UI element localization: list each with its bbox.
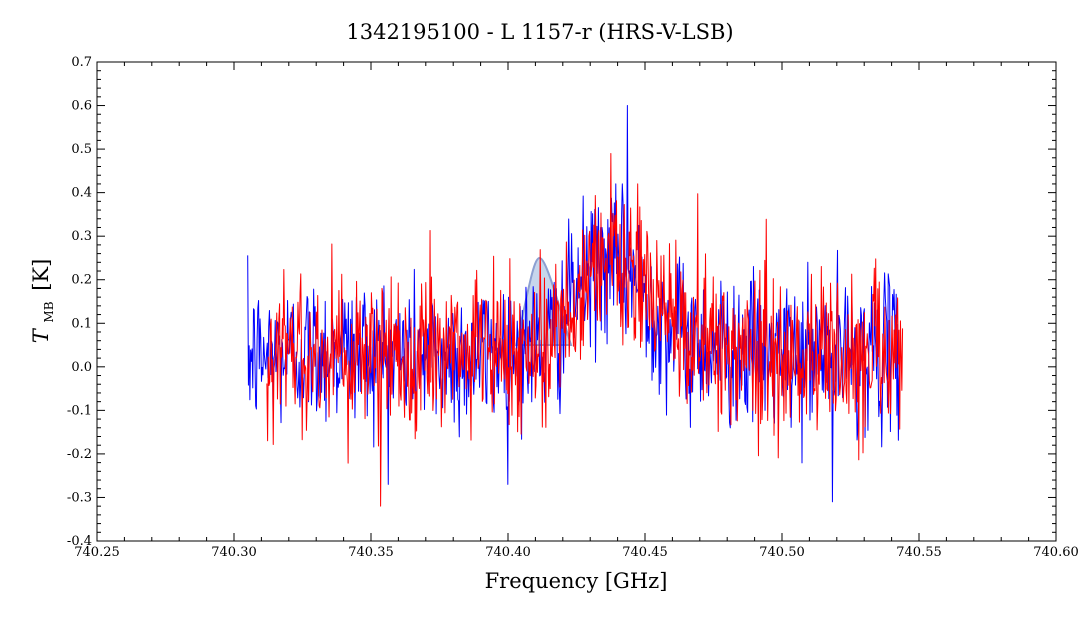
y-tick-label: 0.1 bbox=[71, 316, 92, 331]
series-red-line bbox=[266, 152, 904, 507]
x-tick-label: 740.30 bbox=[211, 545, 257, 560]
x-axis: 740.25 740.30 740.35 740.40 740.45 740.50 740.… bbox=[74, 62, 1079, 560]
plot-frame bbox=[96, 61, 1057, 542]
y-axis-label: T MB [K] bbox=[29, 259, 58, 344]
y-tick-label: -0.2 bbox=[67, 447, 92, 462]
y-tick-label: 0.2 bbox=[71, 273, 92, 288]
x-tick-label: 740.35 bbox=[348, 545, 394, 560]
x-tick-label: 740.40 bbox=[485, 545, 531, 560]
series-layer bbox=[247, 105, 904, 507]
y-axis: -0.4 -0.3 -0.2 -0.1 0.0 0.1 0.2 0.3 0.4 0.5 0.6 0.7 bbox=[67, 55, 1056, 549]
y-tick-label: 0.6 bbox=[71, 99, 92, 114]
y-tick-label: 0.3 bbox=[71, 229, 92, 244]
y-tick-label: 0.4 bbox=[71, 186, 92, 201]
x-tick-label: 740.55 bbox=[896, 545, 942, 560]
x-tick-label: 740.60 bbox=[1033, 545, 1079, 560]
x-tick-label: 740.25 bbox=[74, 545, 120, 560]
svg-text:T MB [K]: T MB [K] bbox=[29, 259, 58, 344]
y-tick-label: 0.7 bbox=[71, 55, 92, 70]
x-tick-label: 740.50 bbox=[759, 545, 805, 560]
x-axis-label: Frequency [GHz] bbox=[485, 569, 668, 593]
y-tick-label: -0.3 bbox=[67, 490, 92, 505]
plot-area bbox=[96, 61, 1057, 542]
y-tick-label: 0.5 bbox=[71, 142, 92, 157]
y-tick-label: -0.1 bbox=[67, 403, 92, 418]
y-axis-symbol: T bbox=[29, 327, 53, 343]
y-axis-subscript: MB bbox=[42, 301, 56, 322]
y-tick-label: -0.4 bbox=[67, 534, 92, 549]
x-tick-label: 740.45 bbox=[622, 545, 668, 560]
y-tick-label: 0.0 bbox=[71, 360, 92, 375]
y-axis-unit: [K] bbox=[29, 259, 53, 291]
chart-title: 1342195100 - L 1157-r (HRS-V-LSB) bbox=[346, 20, 733, 44]
